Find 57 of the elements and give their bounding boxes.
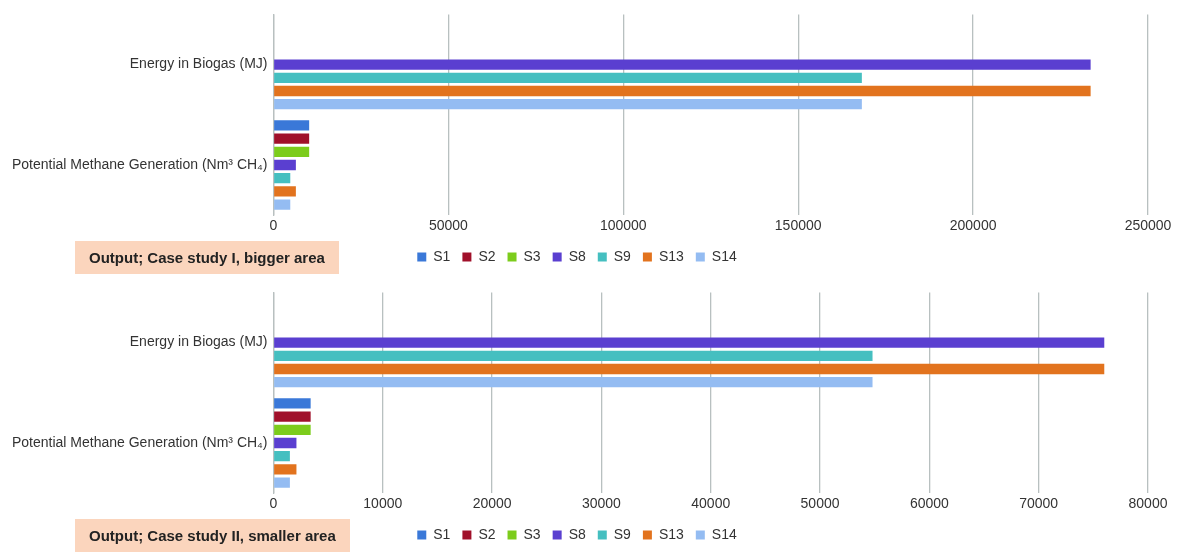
bar	[274, 477, 290, 488]
bar	[274, 59, 1091, 70]
x-tick-label: 40000	[691, 495, 731, 512]
bar	[274, 199, 291, 210]
y-tick-label: Potential Methane Generation (Nm³ CH₄)	[11, 155, 268, 172]
bar	[274, 350, 873, 361]
x-tick-label: 100000	[599, 217, 647, 234]
bar	[274, 146, 310, 157]
bar	[274, 377, 873, 388]
bar	[274, 411, 311, 422]
legend-label: S2	[478, 247, 496, 264]
bar	[274, 72, 862, 83]
legend-label: S1	[433, 247, 451, 264]
x-tick-label: 50000	[800, 495, 840, 512]
legend-label: S9	[613, 247, 632, 264]
bar	[274, 398, 311, 409]
bar	[274, 424, 311, 435]
x-tick-label: 30000	[581, 495, 622, 512]
legend-label: S3	[523, 525, 541, 542]
y-tick-label: Potential Methane Generation (Nm³ CH₄)	[11, 433, 268, 450]
bar	[274, 186, 296, 197]
x-tick-label: 50000	[428, 217, 469, 234]
x-tick-label: 80000	[1128, 495, 1168, 512]
bar	[274, 99, 862, 110]
x-tick-label: 0	[269, 217, 278, 234]
bar	[274, 437, 297, 449]
x-tick-label: 70000	[1019, 495, 1059, 512]
bar	[274, 451, 290, 462]
legend-label: S3	[523, 247, 541, 264]
text: Output; Case study I, bigger area	[75, 241, 339, 274]
bar	[274, 337, 1105, 348]
x-tick-label: 10000	[363, 495, 403, 512]
bar	[274, 133, 310, 144]
x-tick-label: 200000	[949, 217, 997, 234]
y-tick-label: Energy in Biogas (MJ)	[129, 55, 268, 72]
x-tick-label: 0	[269, 495, 278, 512]
bar	[274, 464, 297, 475]
legend-label: S13	[658, 247, 685, 264]
x-tick-label: 150000	[774, 217, 822, 234]
y-tick-label: Energy in Biogas (MJ)	[129, 333, 268, 350]
legend-label: S2	[478, 525, 496, 542]
legend-label: S1	[433, 525, 451, 542]
bar	[274, 363, 1105, 375]
x-tick-label: 60000	[909, 495, 950, 512]
legend-label: S14	[711, 525, 737, 542]
text: Output; Case study II, smaller area	[75, 519, 350, 552]
legend-label: S8	[568, 525, 586, 542]
legend-label: S8	[568, 247, 586, 264]
x-tick-label: 20000	[472, 495, 512, 512]
x-tick-label: 250000	[1124, 217, 1172, 234]
bar	[274, 159, 296, 171]
bar	[274, 120, 310, 131]
legend-label: S14	[711, 247, 737, 264]
legend-label: S9	[613, 525, 632, 542]
legend-label: S13	[658, 525, 685, 542]
bar	[274, 173, 291, 184]
bar	[274, 85, 1091, 97]
